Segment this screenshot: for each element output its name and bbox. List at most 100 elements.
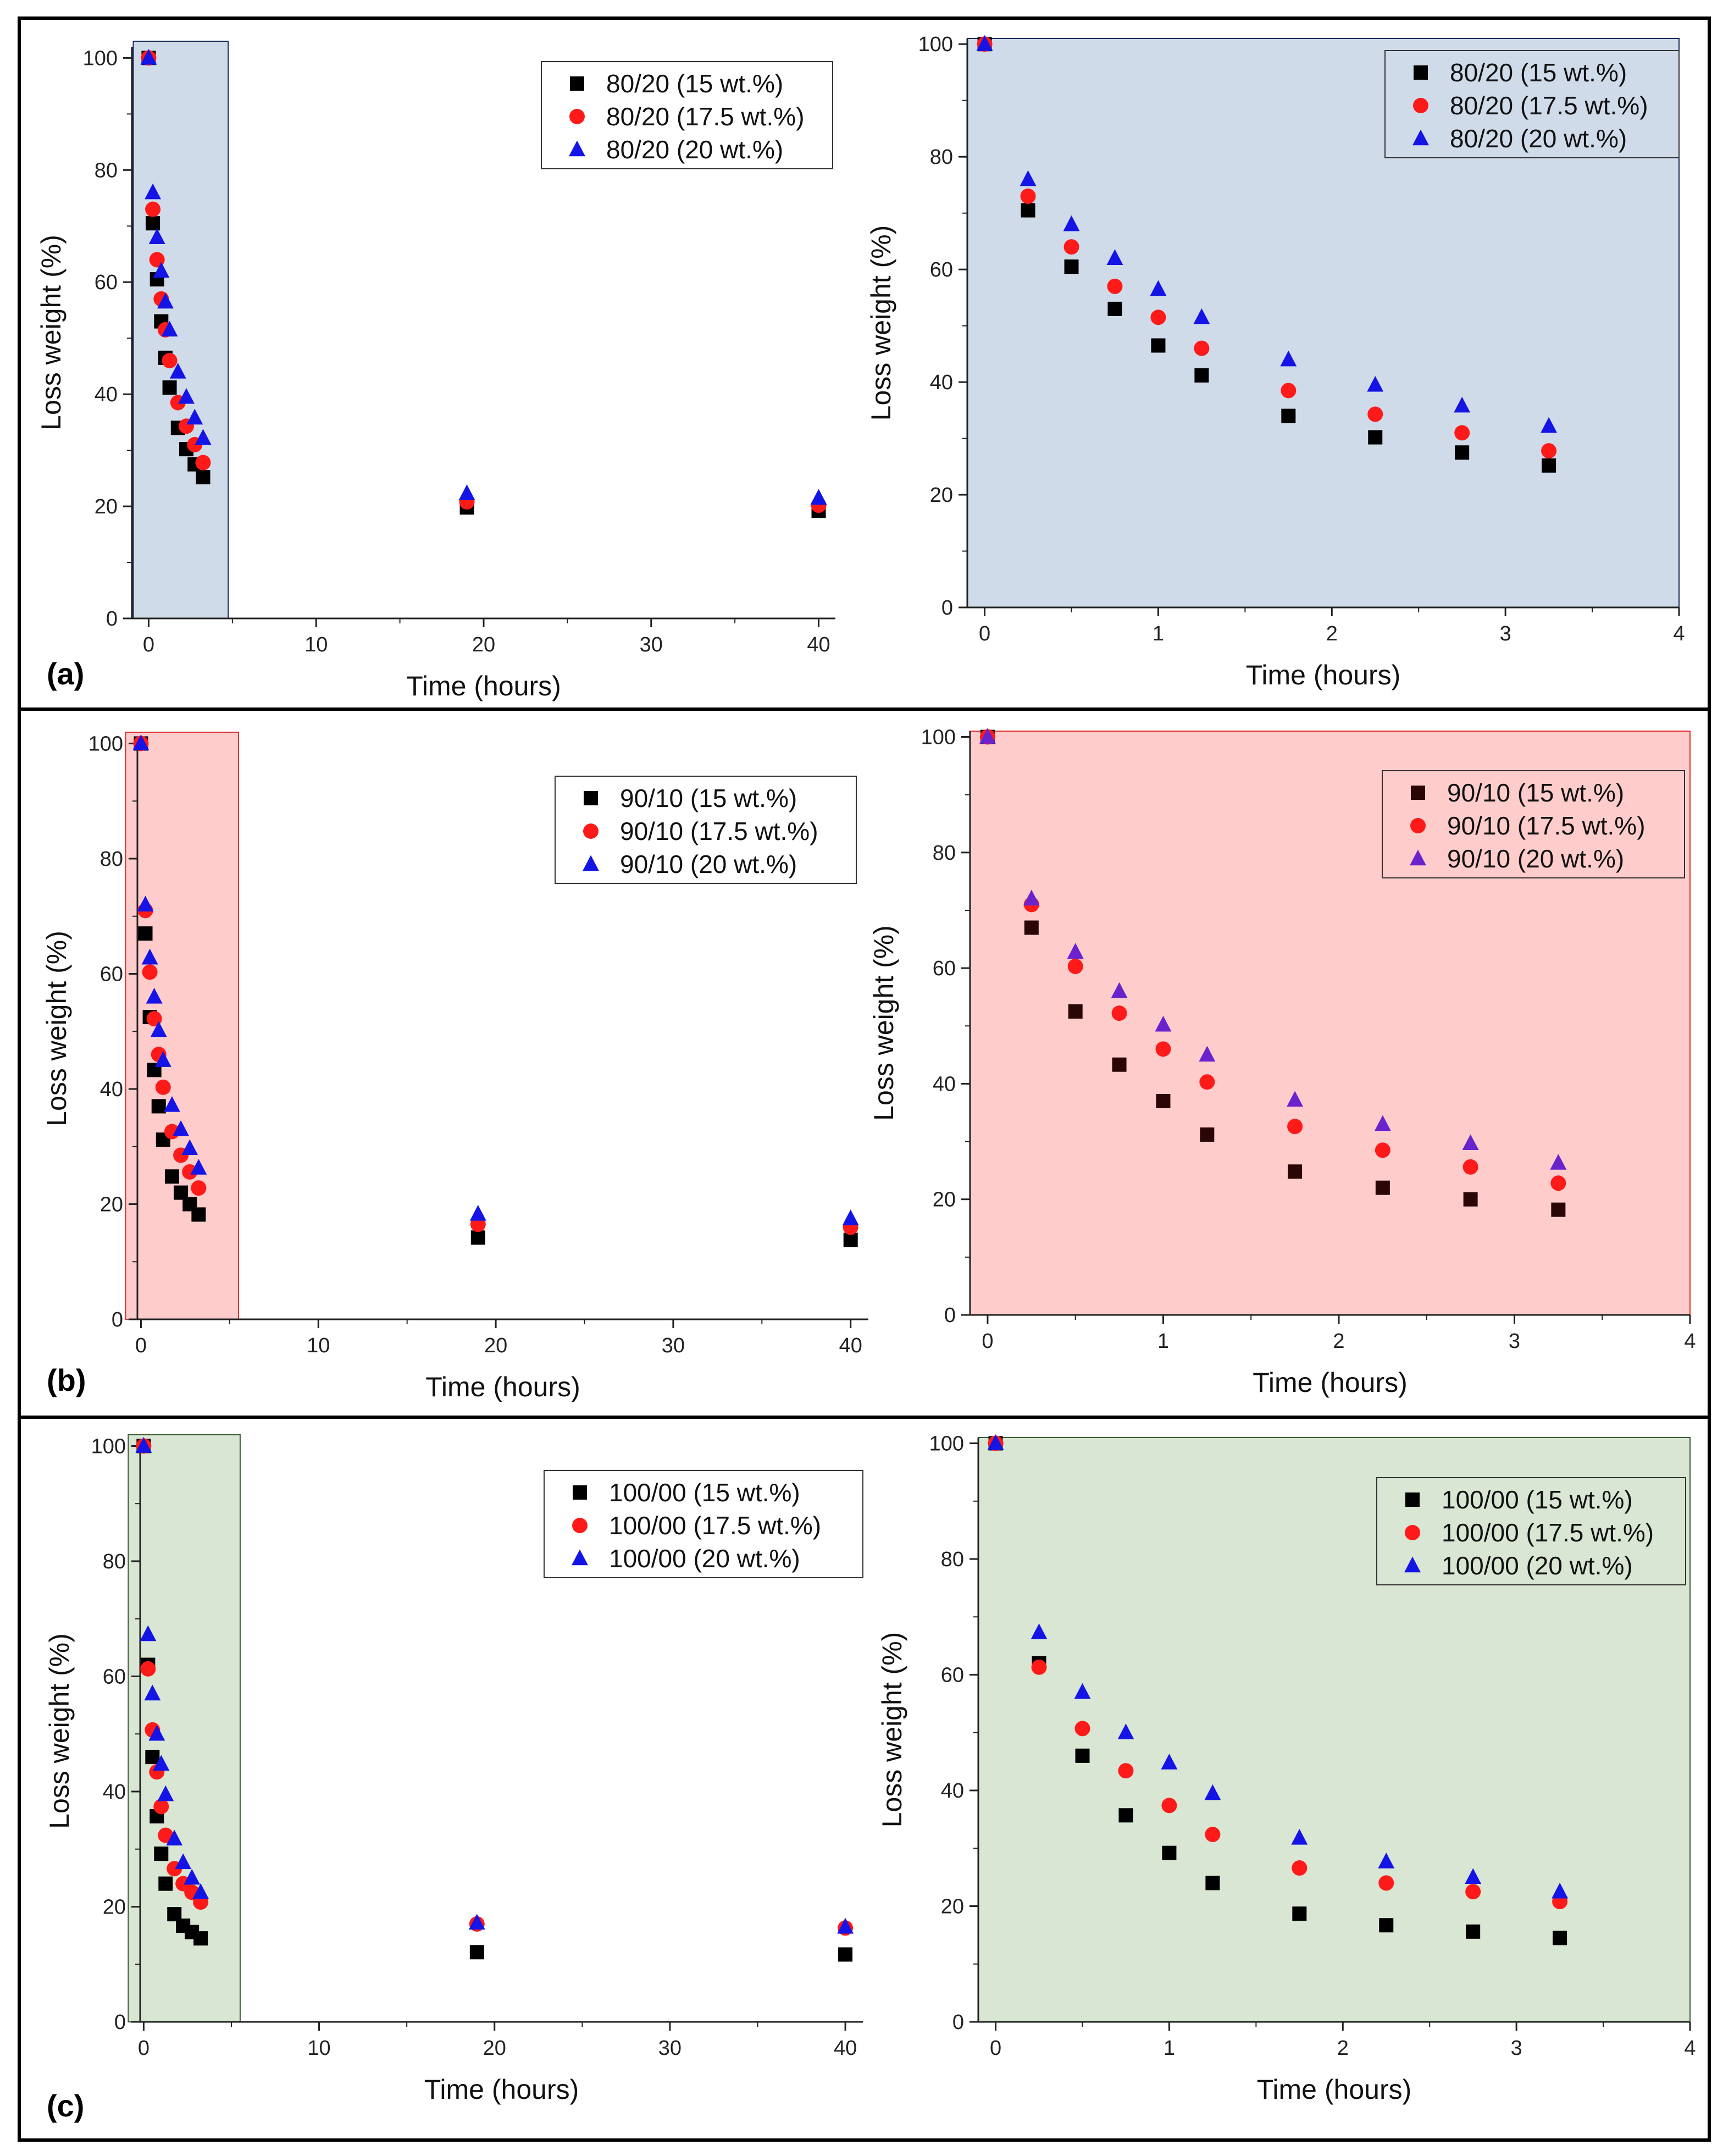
data-point xyxy=(837,1917,854,1934)
y-tick-label: 20 xyxy=(933,1188,956,1212)
data-point xyxy=(1462,1134,1479,1150)
x-ticks: 0 10 20 30 40 xyxy=(138,2022,857,2060)
data-point xyxy=(1288,1164,1303,1179)
data-point xyxy=(1292,1906,1307,1921)
x-ticks: 0 10 20 30 40 xyxy=(135,1319,862,1357)
x-tick-label: 2 xyxy=(1333,1330,1344,1353)
data-point xyxy=(146,216,160,231)
data-point xyxy=(138,926,153,941)
data-point xyxy=(1375,1142,1390,1158)
legend-marker xyxy=(1412,129,1429,146)
legend-marker xyxy=(1411,786,1425,800)
data-point xyxy=(1194,340,1210,356)
data-point xyxy=(169,362,186,379)
y-tick-label: 80 xyxy=(100,848,123,871)
data-point xyxy=(164,1169,179,1184)
y-tick-label: 60 xyxy=(933,957,956,980)
x-tick-label: 10 xyxy=(304,633,328,656)
legend-entry-label: 90/10 (15 wt.%) xyxy=(620,784,797,812)
x-axis-title: Time (hours) xyxy=(406,671,561,701)
data-point xyxy=(1064,259,1079,274)
legend-box xyxy=(541,61,833,169)
y-tick-label: 60 xyxy=(103,1665,126,1688)
data-point xyxy=(1112,1057,1127,1072)
data-point xyxy=(1074,1683,1091,1699)
legend-entry-label: 80/20 (20 wt.%) xyxy=(1450,124,1627,153)
y-tick-label: 60 xyxy=(941,1664,964,1687)
y-tick-label: 20 xyxy=(103,1895,126,1919)
data-point xyxy=(155,1079,171,1095)
legend-entry-label: 90/10 (20 wt.%) xyxy=(1447,844,1624,873)
y-tick-label: 0 xyxy=(114,2011,126,2034)
y-tick-label: 20 xyxy=(100,1193,123,1216)
chart-2: 0 10 20 30 40 0 20 40 60 80 100 Time (hours) Loss we… xyxy=(41,732,868,1402)
data-point xyxy=(191,1180,207,1196)
data-point xyxy=(175,1853,192,1870)
x-tick-label: 3 xyxy=(1509,1330,1520,1353)
data-point xyxy=(141,948,158,965)
data-point xyxy=(1454,396,1471,413)
data-point xyxy=(196,470,210,485)
series-2 xyxy=(132,734,859,1225)
data-point xyxy=(1155,1015,1172,1032)
data-point xyxy=(173,1120,190,1136)
data-point xyxy=(1075,1748,1090,1763)
data-point xyxy=(1287,1091,1304,1107)
y-tick-label: 60 xyxy=(95,271,118,294)
legend-box xyxy=(1376,1477,1686,1585)
x-tick-label: 4 xyxy=(1684,1330,1696,1353)
legend-marker xyxy=(583,823,599,839)
x-tick-label: 4 xyxy=(1684,2037,1696,2060)
y-tick-label: 100 xyxy=(91,1435,126,1458)
data-point xyxy=(1023,889,1040,906)
x-tick-label: 20 xyxy=(484,1334,507,1357)
data-point xyxy=(192,1883,209,1899)
x-axis-title: Time (hours) xyxy=(424,2074,579,2105)
data-point xyxy=(145,1750,160,1765)
data-point xyxy=(1205,1826,1221,1842)
data-point xyxy=(135,1437,152,1453)
data-point xyxy=(1454,425,1470,441)
legend-marker xyxy=(583,855,599,871)
x-tick-label: 2 xyxy=(1337,2037,1349,2060)
data-point xyxy=(842,1209,859,1225)
legend-marker xyxy=(1413,98,1428,113)
data-point xyxy=(1292,1860,1308,1876)
data-point xyxy=(158,1827,174,1843)
x-tick-label: 30 xyxy=(662,1334,685,1357)
data-point xyxy=(1063,239,1079,255)
y-tick-label: 100 xyxy=(921,726,956,749)
data-point xyxy=(1118,1808,1133,1823)
y-tick-label: 60 xyxy=(930,258,953,281)
data-point xyxy=(1367,406,1383,422)
legend-marker xyxy=(1404,1556,1421,1573)
y-axis-title: Loss weight (%) xyxy=(877,1632,907,1828)
x-axis-title: Time (hours) xyxy=(425,1372,580,1402)
data-point xyxy=(186,408,203,425)
data-point xyxy=(1550,1154,1567,1170)
data-point xyxy=(140,1661,156,1677)
x-tick-label: 0 xyxy=(979,622,990,645)
data-point xyxy=(1199,1046,1216,1062)
data-point xyxy=(1021,203,1035,218)
y-tick-label: 100 xyxy=(88,732,123,755)
data-point xyxy=(470,1230,485,1245)
data-point xyxy=(195,429,212,445)
data-point xyxy=(976,35,993,51)
y-ticks: 0 20 40 60 80 100 xyxy=(921,726,970,1327)
data-point xyxy=(468,1914,485,1930)
series-1 xyxy=(977,36,1557,459)
legend: 100/00 (15 wt.%) 100/00 (17.5 wt.%) 100/00… xyxy=(1376,1477,1686,1585)
y-axis-title: Loss weight (%) xyxy=(44,1633,75,1829)
data-point xyxy=(1465,1884,1481,1900)
x-tick-label: 10 xyxy=(307,1334,330,1357)
legend-box xyxy=(1384,50,1680,158)
legend-entry-label: 90/10 (20 wt.%) xyxy=(620,850,797,878)
legend-box xyxy=(544,1470,863,1578)
y-tick-label: 20 xyxy=(95,495,118,518)
data-point xyxy=(1455,445,1470,460)
data-point xyxy=(1367,375,1384,392)
